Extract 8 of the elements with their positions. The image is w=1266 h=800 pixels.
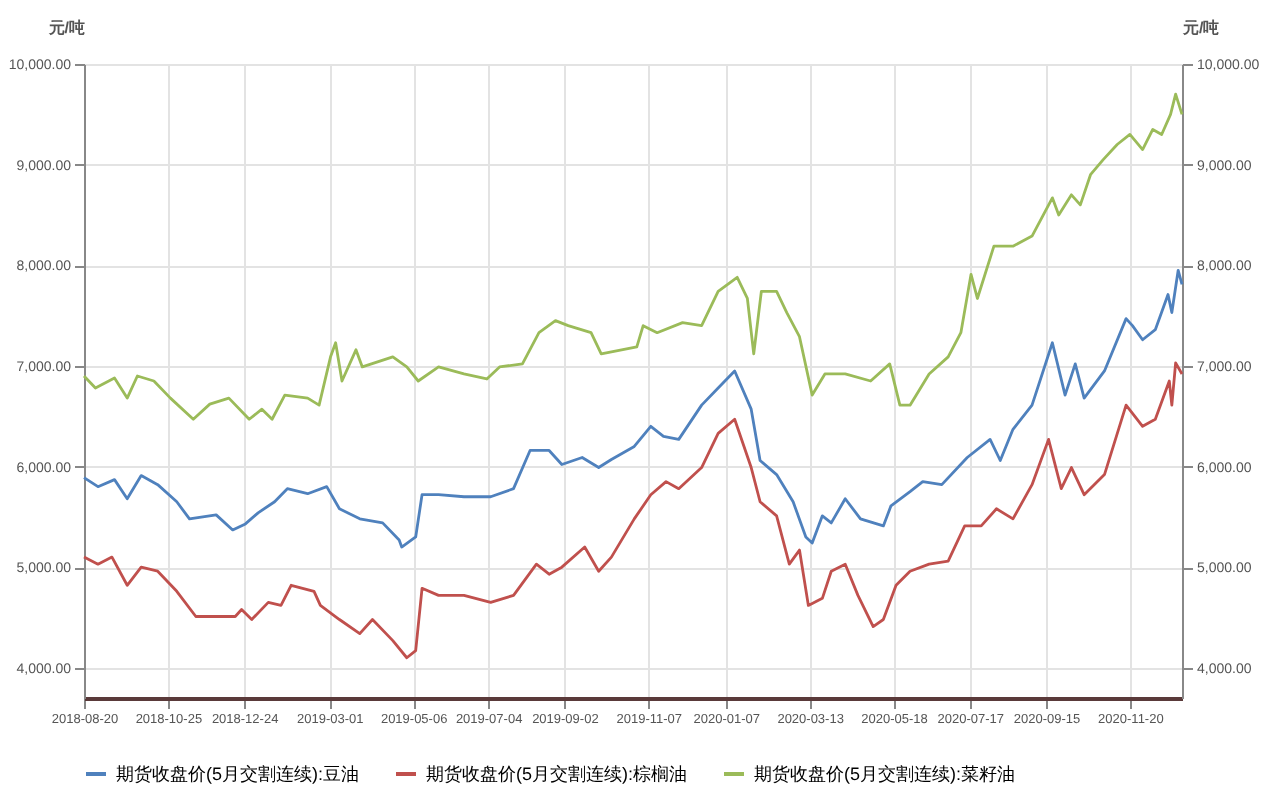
legend-label: 期货收盘价(5月交割连续):菜籽油 bbox=[754, 764, 1015, 784]
line-series bbox=[82, 361, 1184, 660]
y-axis-title: 元/吨 bbox=[46, 19, 85, 37]
legend-label: 期货收盘价(5月交割连续):棕榈油 bbox=[426, 764, 687, 784]
line-series bbox=[82, 268, 1184, 549]
line-series bbox=[82, 92, 1184, 421]
legend-label: 期货收盘价(5月交割连续):豆油 bbox=[116, 764, 359, 784]
y2-axis-title: 元/吨 bbox=[1181, 19, 1220, 37]
